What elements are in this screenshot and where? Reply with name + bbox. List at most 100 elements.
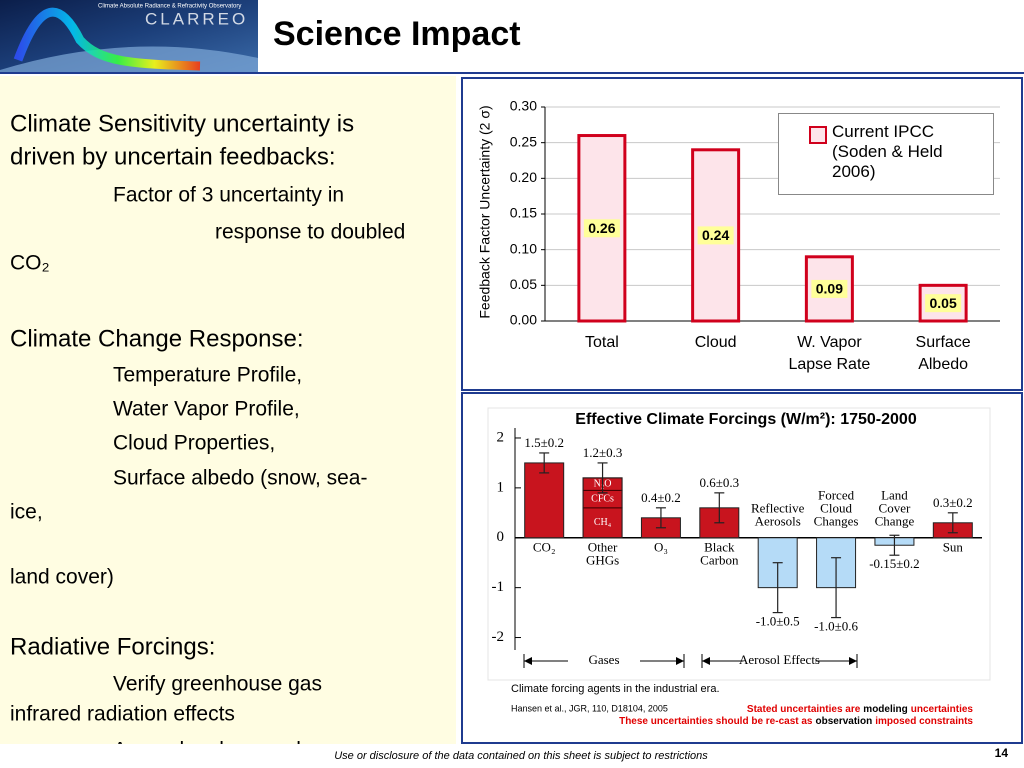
x-tick-label: Albedo — [918, 356, 968, 373]
footer-notice: Use or disclosure of the data contained … — [334, 750, 708, 762]
x-tick-label: Surface — [916, 334, 971, 351]
text-line: Cloud Properties, — [113, 432, 275, 455]
text-line: Water Vapor Profile, — [113, 398, 300, 421]
citation: Hansen et al., JGR, 110, D18104, 2005 — [511, 703, 668, 713]
note-piece: These uncertainties should be re-cast as — [619, 716, 813, 727]
note-piece: uncertainties — [911, 704, 974, 715]
segment-label: CFCs — [591, 493, 614, 504]
error-bar — [889, 534, 900, 556]
value-label: 0.05 — [930, 295, 957, 311]
y-axis-label: Feedback Factor Uncertainty (2 σ) — [477, 105, 493, 318]
slide-title: Science Impact — [273, 15, 521, 53]
y-tick-label: 0.00 — [510, 312, 537, 328]
value-label: 0.09 — [816, 281, 843, 297]
y-tick-label: 0 — [497, 529, 505, 545]
category-label: Carbon — [700, 553, 739, 568]
y-tick-label: 0.10 — [510, 240, 537, 256]
text-body: Climate Sensitivity uncertainty is drive… — [10, 110, 405, 762]
note-piece: modeling — [863, 704, 907, 715]
text-line: Climate Sensitivity uncertainty is — [10, 110, 354, 137]
category-label: Changes — [814, 514, 859, 529]
legend: Current IPCC (Soden & Held 2006) — [778, 113, 994, 195]
chart-title: Effective Climate Forcings (W/m²): 1750-… — [575, 411, 917, 428]
error-bar — [539, 452, 550, 474]
category-label: O₃ — [654, 540, 668, 555]
error-bar — [772, 562, 783, 614]
value-label: 1.2±0.3 — [583, 445, 623, 460]
text-line: infrared radiation effects — [10, 703, 235, 726]
value-label: -1.0±0.5 — [756, 614, 800, 629]
error-bar — [655, 507, 666, 529]
category-label: CO₂ — [533, 540, 556, 555]
text-panel — [0, 76, 456, 744]
note-piece: Stated uncertainties are — [747, 704, 861, 715]
y-tick-label: 1 — [497, 479, 505, 495]
logo-spectrum — [13, 7, 201, 71]
figure-caption: Climate forcing agents in the industrial… — [511, 683, 720, 695]
value-label: 0.26 — [588, 220, 615, 236]
y-tick-label: 0.30 — [510, 98, 537, 114]
value-label: 0.24 — [702, 227, 729, 243]
error-bar — [831, 557, 842, 619]
category-label: Other — [588, 540, 618, 555]
error-bar — [947, 512, 958, 534]
value-label: -1.0±0.6 — [814, 619, 858, 634]
y-tick-label: 2 — [497, 429, 505, 445]
annotation: Aerosol Effects — [739, 652, 820, 667]
note-piece: imposed constraints — [875, 716, 973, 727]
value-label-bg — [811, 279, 848, 298]
category-label: Cover — [879, 501, 911, 516]
text-line: Temperature Profile, — [113, 364, 302, 387]
y-tick-label: -2 — [492, 629, 505, 645]
y-tick-label: 0.05 — [510, 276, 537, 292]
note: Stated uncertainties are modeling uncertai… — [747, 704, 974, 715]
value-label: 0.4±0.2 — [641, 490, 681, 505]
x-tick-label: Lapse Rate — [788, 356, 870, 373]
x-tick-label: W. Vapor — [797, 334, 862, 351]
x-tick-label: Total — [585, 334, 619, 351]
text-line: Surface albedo (snow, sea- — [113, 467, 367, 490]
text-line: Climate Change Response: — [10, 325, 304, 352]
category-label: Forced — [818, 488, 855, 503]
category-label: Reflective — [751, 501, 805, 516]
text-line: response to doubled — [215, 221, 405, 244]
footer-band — [0, 744, 1024, 768]
value-label-bg — [697, 226, 734, 245]
text-line: driven by uncertain feedbacks: — [10, 143, 336, 170]
segment-label: CH₄ — [594, 517, 612, 528]
bar — [524, 462, 565, 539]
text-line: Radiative Forcings: — [10, 633, 215, 660]
category-label: Aerosols — [755, 514, 801, 529]
logo-name: CLARREO — [145, 9, 248, 28]
text-line: ice, — [10, 501, 43, 524]
y-tick-label: 0.15 — [510, 205, 537, 221]
value-label: -0.15±0.2 — [869, 556, 919, 571]
note: These uncertainties should be re-cast as… — [619, 716, 973, 727]
page-number: 14 — [995, 746, 1009, 760]
value-label: 0.3±0.2 — [933, 495, 973, 510]
text-line: Factor of 3 uncertainty in — [113, 184, 344, 207]
value-label: 1.5±0.2 — [524, 435, 564, 450]
legend-swatch — [809, 126, 827, 144]
error-bar — [597, 462, 608, 494]
error-bar — [714, 492, 725, 524]
value-label-bg — [583, 219, 620, 238]
note-piece: observation — [816, 716, 873, 727]
logo-caption: Climate Absolute Radiance & Refractivity… — [98, 4, 241, 10]
legend-label: Current IPCC (Soden & Held 2006) — [832, 122, 943, 181]
x-tick-label: Cloud — [695, 334, 737, 351]
category-label: Change — [875, 514, 915, 529]
annotation: Gases — [588, 652, 619, 667]
y-tick-label: 0.20 — [510, 169, 537, 185]
category-label: Cloud — [820, 501, 852, 516]
text-line: CO₂ — [10, 252, 50, 275]
category-label: Sun — [943, 540, 964, 555]
category-label: GHGs — [586, 553, 619, 568]
category-label: Black — [704, 540, 735, 555]
value-label: 0.6±0.3 — [699, 475, 739, 490]
text-line: Aerosols advances by — [113, 739, 319, 762]
text-line: land cover) — [10, 566, 114, 589]
value-label-bg — [925, 294, 962, 313]
category-label: Land — [881, 488, 908, 503]
